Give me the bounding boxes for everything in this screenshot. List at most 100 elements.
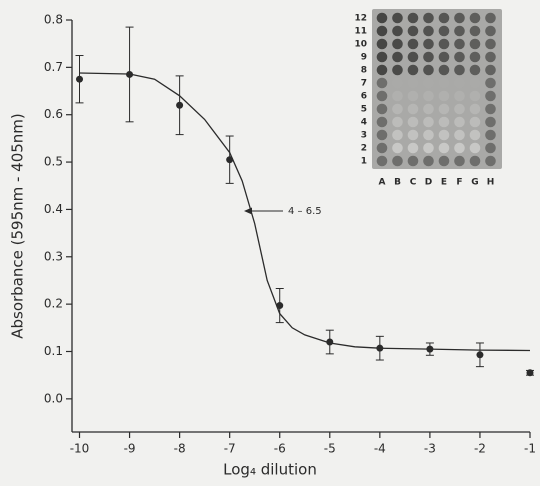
well [469,64,481,76]
well [376,64,388,76]
y-tick-label: 0.2 [44,297,63,311]
well [454,38,465,50]
y-tick-label: 0.3 [44,249,63,263]
well [485,64,496,76]
well [469,116,481,128]
well [438,64,450,76]
well [407,64,419,76]
x-axis-label: Log₄ dilution [223,461,317,479]
well [423,12,434,24]
data-point [176,101,184,109]
well [376,51,388,63]
y-tick-label: 0.6 [44,107,63,121]
y-axis-label: Absorbance (595nm - 405nm) [9,113,27,339]
well [392,64,403,76]
well [454,155,465,167]
column-label: C [410,178,417,188]
well [376,116,388,128]
well [485,25,496,37]
data-point [426,345,434,353]
well [376,12,388,24]
well [392,38,403,50]
well [469,155,481,167]
well [423,64,434,76]
well [407,142,419,154]
data-point [476,351,484,359]
x-tick-label: -1 [524,442,536,456]
well [485,155,496,167]
well [376,38,388,50]
fit-curve [79,72,531,352]
well [469,129,481,141]
data-point [326,338,334,346]
well [454,90,465,102]
row-label: 5 [361,105,367,115]
row-label: 1 [361,157,367,167]
well [423,155,434,167]
row-label: 6 [361,92,367,102]
well [438,51,450,63]
well [469,90,481,102]
well [376,155,388,167]
column-label: H [487,178,495,188]
x-tick-label: -7 [224,442,236,456]
well [376,77,388,89]
well [438,90,450,102]
well [454,142,465,154]
well [407,155,419,167]
well [454,51,465,63]
well [392,77,403,89]
well [376,142,388,154]
well [469,142,481,154]
well [454,116,465,128]
y-tick-label: 0.4 [44,202,63,216]
well [469,25,481,37]
y-tick-label: 0.7 [44,60,63,74]
x-tick-label: -10 [70,442,90,456]
row-label: 7 [361,79,367,89]
well [454,129,465,141]
row-label: 8 [361,66,367,76]
well [438,38,450,50]
row-label: 10 [354,40,367,50]
data-point [226,156,234,164]
data-point [526,369,534,377]
well [407,51,419,63]
well [438,25,450,37]
well [438,77,450,89]
well [454,103,465,115]
column-label: D [425,178,432,188]
well [485,116,496,128]
y-tick-label: 0.5 [44,155,63,169]
data-point [276,302,284,310]
y-tick-label: 0.8 [44,13,63,27]
well [407,12,419,24]
well [454,77,465,89]
well [392,12,403,24]
well [438,142,450,154]
x-tick-label: -4 [374,442,386,456]
well [392,103,403,115]
data-point [76,75,84,83]
well [485,38,496,50]
well [438,155,450,167]
well [407,25,419,37]
well [392,51,403,63]
well [376,90,388,102]
well [485,142,496,154]
well [469,51,481,63]
well [407,129,419,141]
well [454,12,465,24]
well [407,116,419,128]
data-point [376,344,384,352]
well [407,38,419,50]
well [454,64,465,76]
well [485,77,496,89]
data-point [126,70,134,78]
y-tick-label: 0.0 [44,391,63,405]
well [407,103,419,115]
well [392,129,403,141]
row-label: 9 [361,53,367,63]
well [423,77,434,89]
